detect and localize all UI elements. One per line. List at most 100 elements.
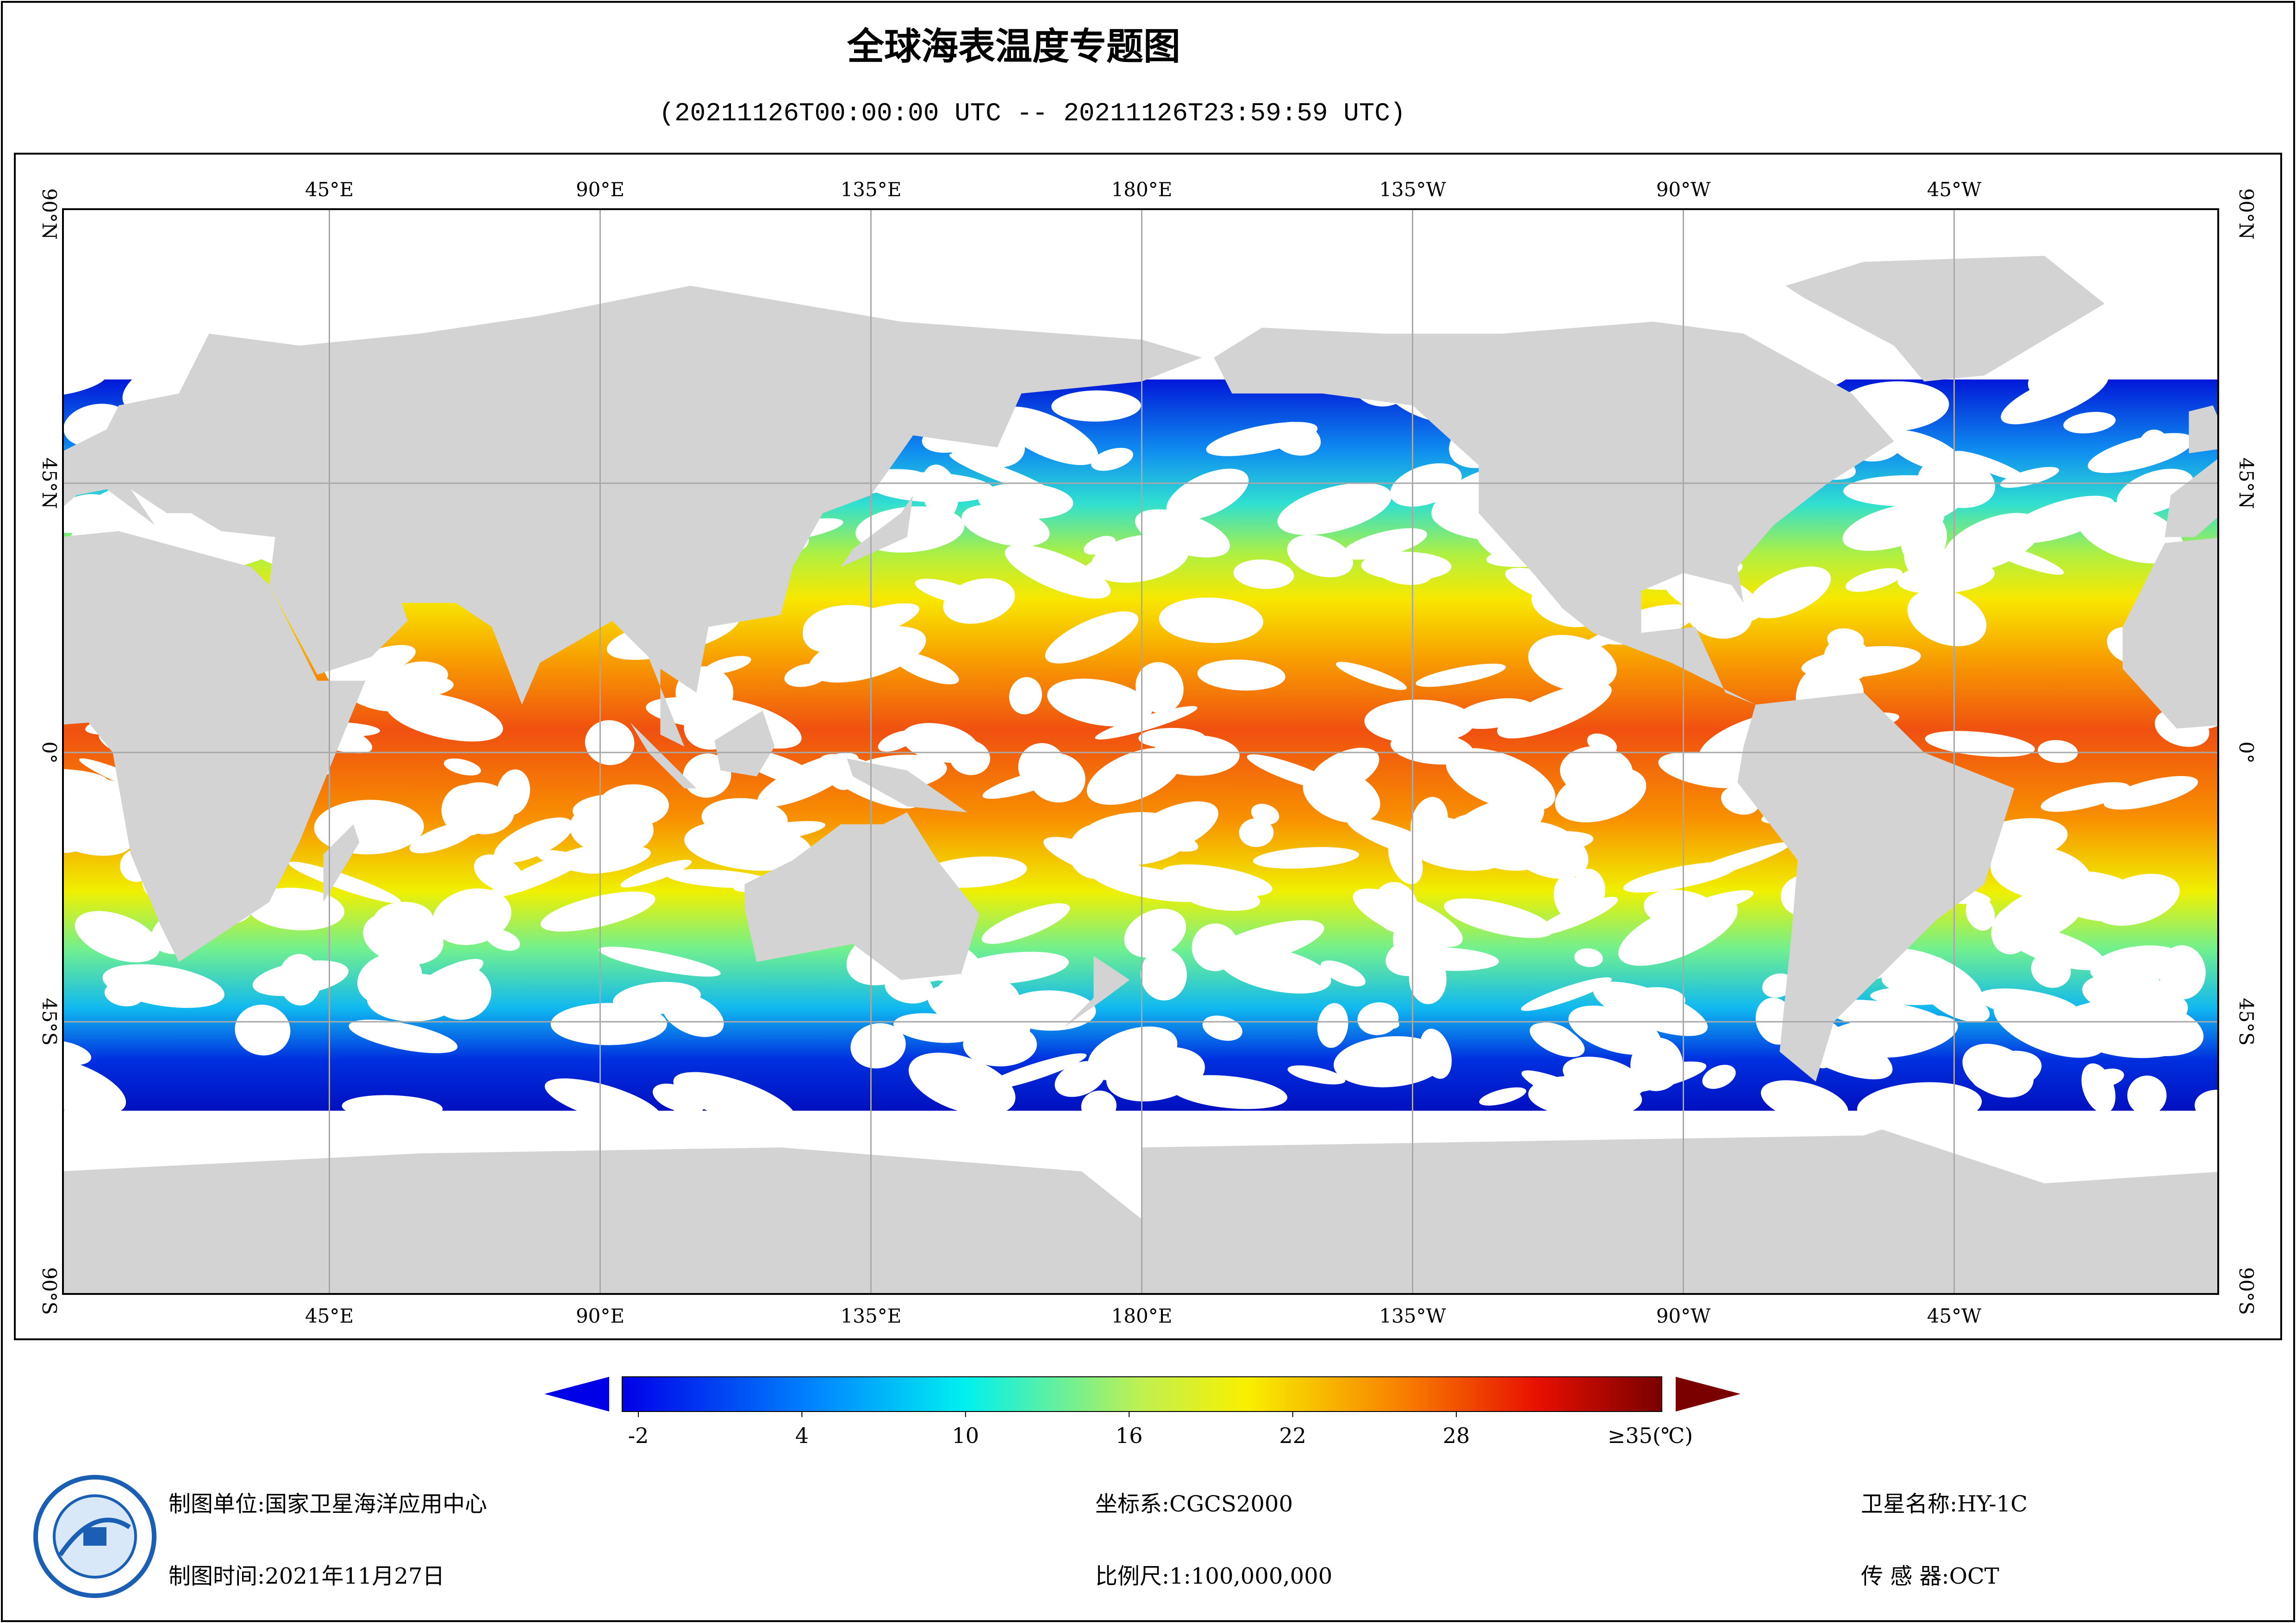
cloud bbox=[1679, 890, 1754, 916]
cloud bbox=[1272, 422, 1321, 456]
lon-label-bottom: 90°W bbox=[1656, 1305, 1711, 1327]
land-borneo bbox=[714, 710, 775, 777]
cloud bbox=[892, 651, 959, 684]
land-britain bbox=[63, 443, 65, 448]
cloud bbox=[585, 720, 635, 765]
cloud bbox=[489, 845, 600, 897]
lon-label-top: 90°W bbox=[1656, 178, 1711, 201]
cloud bbox=[1521, 1070, 1627, 1119]
cloud bbox=[247, 888, 344, 931]
cloud bbox=[342, 1095, 443, 1120]
cloud bbox=[1904, 532, 1947, 582]
land-eurasia bbox=[63, 286, 1202, 747]
colorbar-ticks: -2 4 10 16 22 28 bbox=[628, 1412, 1470, 1448]
lat-label-right: 90°S bbox=[2235, 1267, 2258, 1315]
cloud bbox=[1554, 875, 1588, 921]
cloud bbox=[349, 1020, 458, 1053]
lon-label-bottom: 135°W bbox=[1379, 1305, 1446, 1327]
cloud bbox=[1497, 683, 1612, 739]
cloud bbox=[1760, 1080, 1848, 1124]
cloud bbox=[1842, 504, 1945, 551]
lat-label-left: 0° bbox=[38, 741, 61, 764]
lat-label-right: 90°N bbox=[2235, 188, 2258, 240]
lon-label-bottom: 45°E bbox=[305, 1305, 354, 1327]
mapping-unit: 制图单位:国家卫星海洋应用中心 bbox=[168, 1491, 487, 1517]
cloud bbox=[1166, 468, 1249, 521]
cloud bbox=[1529, 1023, 1585, 1057]
graticule bbox=[63, 209, 2218, 1294]
cloud bbox=[102, 964, 225, 1008]
cloud bbox=[2081, 1063, 2115, 1113]
cloud bbox=[1140, 948, 1187, 1001]
cloud bbox=[2044, 871, 2147, 922]
cloud bbox=[1303, 768, 1380, 823]
map-frame bbox=[14, 153, 2282, 1340]
lat-label-right: 45°S bbox=[2235, 998, 2258, 1045]
cloud bbox=[598, 784, 669, 827]
cloud bbox=[1081, 1090, 1117, 1122]
cloud bbox=[1702, 1064, 1736, 1089]
cloud bbox=[1218, 946, 1331, 994]
cloud bbox=[2006, 496, 2115, 543]
cloud bbox=[2075, 994, 2188, 1053]
cloud bbox=[1051, 390, 1141, 422]
cloud bbox=[1159, 597, 1263, 643]
cloud bbox=[673, 1072, 797, 1128]
cloud bbox=[1662, 567, 1762, 623]
cloud bbox=[878, 730, 916, 752]
lat-label-left: 90°S bbox=[38, 1267, 61, 1315]
cloud bbox=[666, 869, 772, 888]
cloud bbox=[75, 911, 160, 963]
colorbar bbox=[622, 1376, 1662, 1412]
cloud bbox=[1622, 987, 1685, 1016]
cloud bbox=[1124, 908, 1186, 958]
cloud bbox=[63, 1057, 126, 1114]
cloud bbox=[1672, 842, 1791, 884]
cloud bbox=[2103, 776, 2198, 810]
land-sumatra bbox=[630, 722, 697, 789]
colorbar-tick-label: 10 bbox=[952, 1423, 980, 1448]
cloud bbox=[1991, 905, 2035, 955]
cloud bbox=[1521, 977, 1612, 1011]
cloud bbox=[908, 1052, 1016, 1115]
cloud bbox=[662, 993, 724, 1037]
satellite-name: 卫星名称:HY-1C bbox=[1861, 1491, 2028, 1517]
land bbox=[63, 255, 2218, 1294]
cloud bbox=[1954, 451, 2027, 481]
cloud bbox=[1233, 559, 1294, 589]
cloud bbox=[1388, 833, 1423, 884]
cloud bbox=[620, 859, 692, 888]
lat-label-left: 90°N bbox=[38, 188, 61, 240]
colorbar-low-arrow bbox=[544, 1377, 609, 1412]
cloud bbox=[997, 406, 1098, 465]
cloud bbox=[1239, 818, 1274, 847]
cloud bbox=[385, 692, 503, 742]
cloud bbox=[1410, 796, 1448, 849]
cloud bbox=[1135, 509, 1230, 558]
cloud bbox=[1373, 882, 1418, 933]
cloud bbox=[2037, 740, 2078, 763]
cloud bbox=[2127, 1076, 2167, 1115]
cloud bbox=[981, 1053, 1087, 1091]
graticule-labels: 45°E 45°E 90°E 90°E 135°E 135°E 180°E 180°E 135°… bbox=[38, 178, 2258, 1327]
cloud bbox=[850, 1023, 906, 1069]
land-australia bbox=[744, 812, 980, 980]
cloud bbox=[540, 891, 655, 932]
cloud bbox=[1362, 1010, 1399, 1029]
cloud bbox=[1251, 803, 1279, 825]
colorbar-tick-label: -2 bbox=[628, 1423, 649, 1448]
cloud bbox=[1091, 448, 1133, 471]
cloud bbox=[653, 1083, 699, 1112]
cloud bbox=[1868, 1020, 1904, 1048]
cloud bbox=[1045, 611, 1139, 664]
cloud bbox=[574, 846, 651, 874]
cloud bbox=[1903, 955, 1953, 993]
colorbar-tick-label: 28 bbox=[1443, 1423, 1470, 1448]
lon-label-top: 135°W bbox=[1379, 178, 1446, 201]
coordinate-system: 坐标系:CGCS2000 bbox=[1095, 1491, 1293, 1517]
lat-label-left: 45°N bbox=[38, 458, 61, 509]
cloud bbox=[1377, 560, 1432, 585]
cloud bbox=[1106, 1046, 1205, 1101]
cloud bbox=[1845, 568, 1903, 592]
